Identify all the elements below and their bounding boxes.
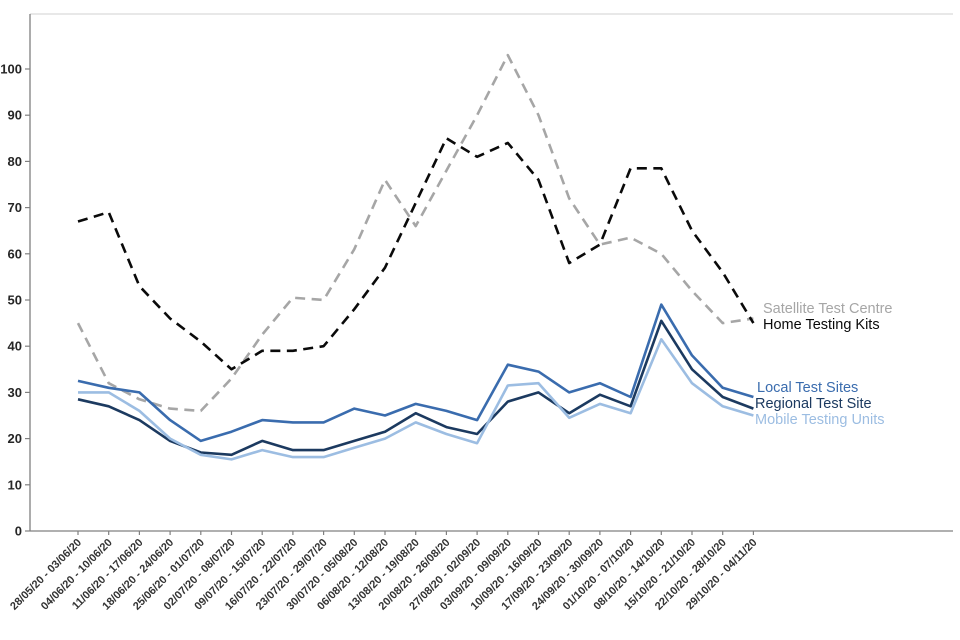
series-line-satellite-test-centre — [76, 53, 754, 413]
y-tick-label: 70 — [8, 200, 22, 215]
legend-satellite-test-centre: Satellite Test Centre — [763, 301, 893, 317]
y-tick-label: 90 — [8, 108, 22, 123]
y-tick-label: 60 — [8, 246, 22, 261]
y-tick-label: 80 — [8, 154, 22, 169]
series-line-regional-test-site — [77, 319, 754, 457]
y-tick-label: 50 — [8, 293, 22, 308]
y-tick-label: 0 — [15, 524, 22, 539]
y-tick-label: 10 — [8, 477, 22, 492]
series-line-mobile-testing-units — [78, 337, 754, 461]
legend-mobile-testing-units: Mobile Testing Units — [755, 412, 885, 428]
y-tick-label: 40 — [8, 339, 22, 354]
series-line-local-test-sites — [77, 303, 754, 443]
y-tick-label: 30 — [8, 385, 22, 400]
legend-regional-test-site: Regional Test Site — [755, 396, 872, 412]
y-tick-label: 20 — [8, 431, 22, 446]
legend-home-testing-kits: Home Testing Kits — [763, 317, 880, 333]
y-tick-label: 100 — [0, 62, 22, 77]
series-line-home-testing-kits — [77, 137, 755, 371]
legend-local-test-sites: Local Test Sites — [757, 380, 859, 396]
